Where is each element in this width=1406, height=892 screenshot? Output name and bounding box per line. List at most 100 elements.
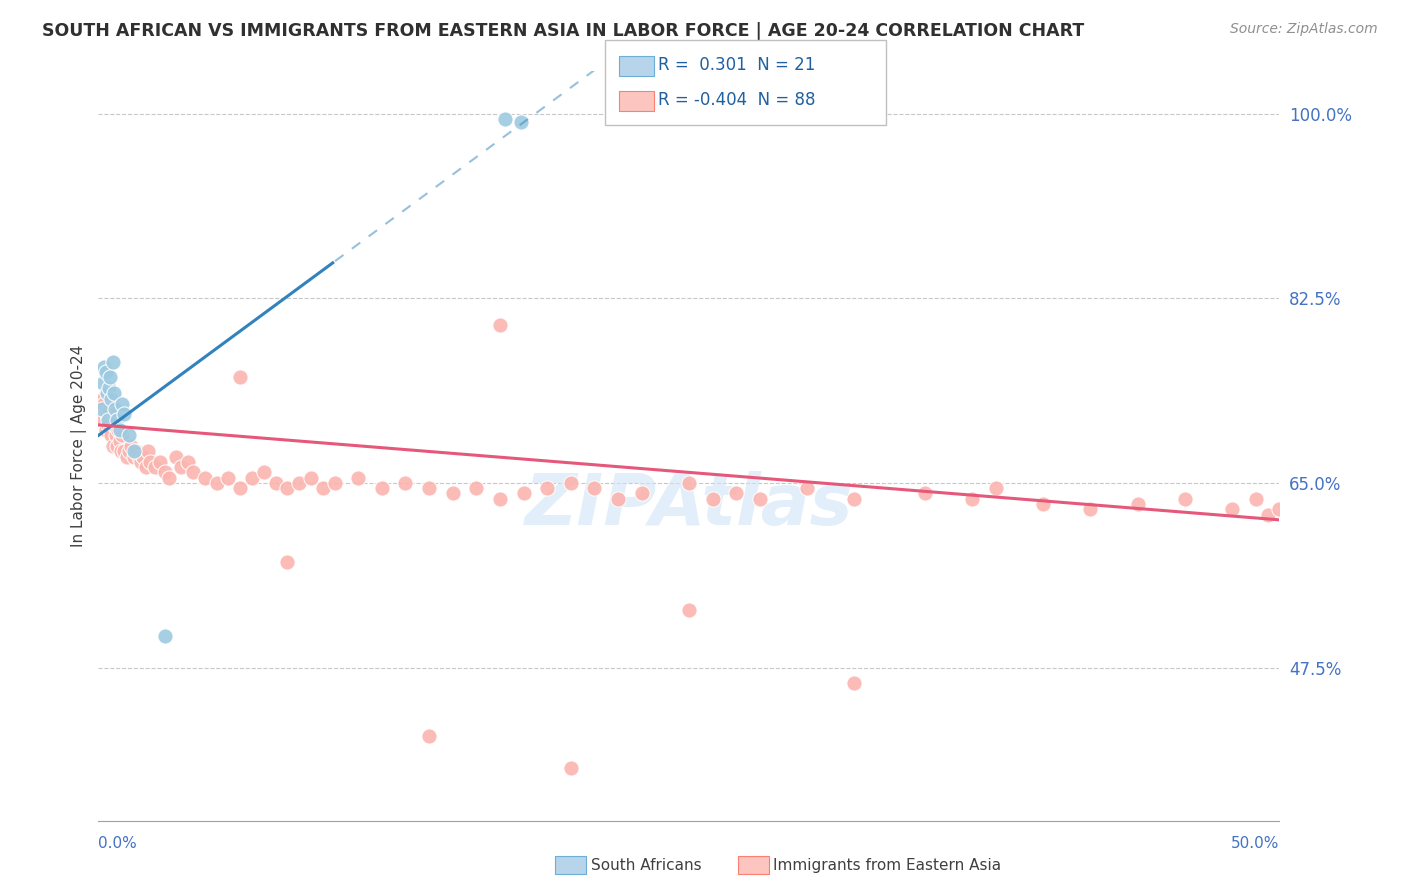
Point xyxy=(105,412,128,426)
Point xyxy=(205,475,228,490)
Point xyxy=(101,439,124,453)
Point xyxy=(90,397,112,411)
Point xyxy=(165,450,187,464)
Point xyxy=(441,486,464,500)
Point xyxy=(536,481,558,495)
Point xyxy=(118,444,141,458)
Point xyxy=(1244,491,1267,506)
Point xyxy=(678,475,700,490)
Point xyxy=(91,376,114,390)
Point xyxy=(100,428,122,442)
Point xyxy=(93,359,115,374)
Point xyxy=(276,481,298,495)
Point xyxy=(494,112,516,126)
Point xyxy=(394,475,416,490)
Y-axis label: In Labor Force | Age 20-24: In Labor Force | Age 20-24 xyxy=(72,345,87,547)
Point xyxy=(984,481,1007,495)
Point xyxy=(135,460,157,475)
Point xyxy=(276,555,298,569)
Point xyxy=(98,381,121,395)
Point xyxy=(153,629,176,643)
Point xyxy=(607,491,630,506)
Point xyxy=(560,475,582,490)
Text: Source: ZipAtlas.com: Source: ZipAtlas.com xyxy=(1230,22,1378,37)
Point xyxy=(844,676,866,690)
Point xyxy=(104,412,127,426)
Point xyxy=(253,466,276,480)
Point xyxy=(177,455,200,469)
Point xyxy=(107,423,129,437)
Point xyxy=(299,470,322,484)
Point xyxy=(914,486,936,500)
Point xyxy=(125,444,148,458)
Point xyxy=(105,439,128,453)
Text: Immigrants from Eastern Asia: Immigrants from Eastern Asia xyxy=(773,858,1001,872)
Text: R = -0.404  N = 88: R = -0.404 N = 88 xyxy=(658,91,815,109)
Point xyxy=(418,729,440,743)
Point xyxy=(1257,508,1279,522)
Point xyxy=(91,392,114,406)
Point xyxy=(98,423,121,437)
Point xyxy=(510,115,533,129)
Point xyxy=(194,470,217,484)
Point xyxy=(97,412,120,426)
Point xyxy=(94,365,117,379)
Text: R =  0.301  N = 21: R = 0.301 N = 21 xyxy=(658,56,815,74)
Point xyxy=(312,481,335,495)
Point xyxy=(111,428,134,442)
Point xyxy=(1032,497,1054,511)
Text: 0.0%: 0.0% xyxy=(98,837,138,852)
Point xyxy=(229,370,252,384)
Point xyxy=(104,402,127,417)
Point xyxy=(583,481,606,495)
Point xyxy=(91,402,114,417)
Point xyxy=(129,455,152,469)
Point xyxy=(371,481,394,495)
Point xyxy=(101,354,124,368)
Point xyxy=(489,318,512,332)
Point xyxy=(288,475,311,490)
Point xyxy=(347,470,370,484)
Point xyxy=(725,486,748,500)
Point xyxy=(1126,497,1149,511)
Point xyxy=(1220,502,1243,516)
Point xyxy=(98,402,121,417)
Point xyxy=(1268,502,1291,516)
Point xyxy=(465,481,488,495)
Point xyxy=(170,460,193,475)
Point xyxy=(1080,502,1102,516)
Point xyxy=(149,455,172,469)
Point xyxy=(264,475,287,490)
Point xyxy=(108,434,131,448)
Point xyxy=(112,444,135,458)
Point xyxy=(418,481,440,495)
Point xyxy=(103,386,125,401)
Point xyxy=(128,450,150,464)
Point xyxy=(143,460,166,475)
Point xyxy=(229,481,252,495)
Point xyxy=(103,417,125,432)
Point xyxy=(98,370,121,384)
Point xyxy=(96,386,118,401)
Point xyxy=(96,408,118,422)
Point xyxy=(560,761,582,775)
Text: ZIPAtlas: ZIPAtlas xyxy=(524,472,853,541)
Point xyxy=(110,444,132,458)
Point xyxy=(100,392,122,406)
Point xyxy=(844,491,866,506)
Point xyxy=(139,455,162,469)
Point xyxy=(217,470,239,484)
Point xyxy=(112,408,135,422)
Point xyxy=(94,423,117,437)
Point xyxy=(111,397,134,411)
Point xyxy=(181,466,204,480)
Point xyxy=(240,470,263,484)
Point xyxy=(962,491,984,506)
Point xyxy=(702,491,724,506)
Point xyxy=(630,486,652,500)
Point xyxy=(489,491,512,506)
Point xyxy=(132,450,155,464)
Point xyxy=(118,428,141,442)
Point xyxy=(108,423,131,437)
Text: 50.0%: 50.0% xyxy=(1232,837,1279,852)
